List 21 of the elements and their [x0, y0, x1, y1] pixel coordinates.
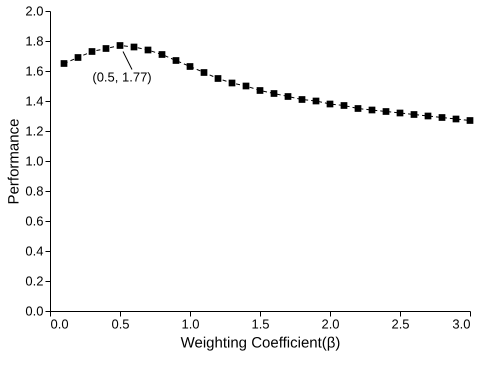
y-tick-label: 0.4 [25, 244, 44, 258]
annotation: (0.5, 1.77) [92, 70, 152, 84]
y-tick-label: 0.2 [25, 274, 44, 288]
y-tick-label: 1.2 [25, 124, 44, 138]
y-tick-label: 1.4 [25, 94, 44, 108]
y-axis-title: Performance [5, 118, 22, 204]
x-tick-label: 1.0 [181, 316, 200, 332]
x-tick-label: 3.0 [452, 316, 470, 332]
y-tick-label: 0.0 [25, 304, 44, 318]
y-tick-label: 1.6 [25, 64, 44, 78]
y-tick-label: 0.6 [25, 214, 44, 228]
x-tick-label: 0.0 [50, 316, 69, 332]
y-tick-label: 0.8 [25, 184, 44, 198]
y-tick-label: 1.8 [25, 34, 44, 48]
x-tick-label: 2.5 [391, 316, 410, 332]
x-tick-label: 0.5 [111, 316, 130, 332]
x-tick-label: 2.0 [321, 316, 340, 332]
y-tick-label: 2.0 [25, 4, 44, 18]
y-tick-label: 1.0 [25, 154, 44, 168]
x-tick-label: 1.5 [251, 316, 270, 332]
x-axis-title: Weighting Coefficient(β) [180, 334, 340, 352]
